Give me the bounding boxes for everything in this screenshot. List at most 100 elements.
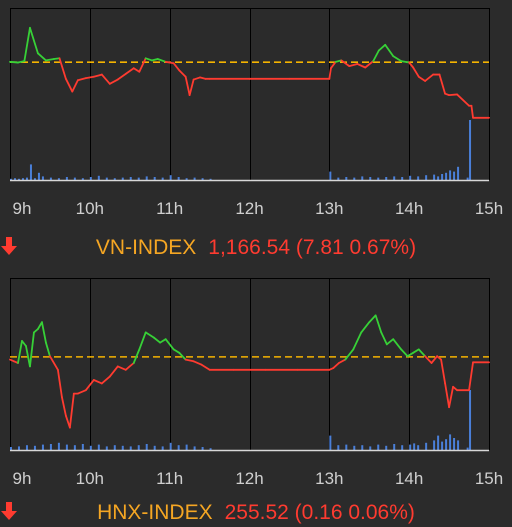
- price-segment: [408, 61, 415, 69]
- time-tick-label: 14h: [395, 469, 423, 488]
- volume-bar: [401, 445, 404, 450]
- time-tick-label: 14h: [395, 199, 423, 218]
- price-segment: [17, 60, 26, 64]
- price-segment: [400, 348, 409, 358]
- volume-bar: [353, 177, 356, 180]
- volume-bar: [129, 177, 132, 180]
- volume-bar: [137, 445, 140, 450]
- volume-bar: [377, 177, 380, 180]
- volume-bar: [177, 177, 180, 180]
- volume-bar: [453, 438, 456, 450]
- volume-bar: [353, 445, 356, 450]
- hnx-index-chart: 9h 10h 11h 12h 13h 14h 15h: [9, 278, 503, 488]
- volume-bar: [209, 448, 212, 450]
- price-segment: [430, 355, 439, 364]
- volume-bar: [425, 442, 428, 450]
- price-segment: [412, 66, 420, 78]
- price-segment: [9, 60, 19, 64]
- volume-bar: [385, 445, 388, 450]
- price-segment: [144, 57, 154, 62]
- price-segment: [417, 75, 427, 82]
- price-segment: [188, 78, 195, 97]
- volume-bar: [457, 440, 460, 450]
- volume-bar: [385, 177, 388, 180]
- price-segment: [384, 43, 395, 58]
- price-segment: [164, 60, 175, 65]
- price-segment: [116, 72, 127, 81]
- time-tick-label: 13h: [315, 469, 343, 488]
- price-segment: [41, 321, 47, 344]
- price-segment: [144, 331, 155, 339]
- volume-bar: [185, 444, 188, 450]
- price-segment: [84, 379, 95, 392]
- price-segment: [64, 77, 74, 93]
- price-segment: [424, 73, 435, 82]
- volume-bar: [81, 178, 84, 180]
- volume-bar: [345, 177, 348, 180]
- volume-bar: [393, 176, 396, 180]
- price-segment: [360, 321, 371, 334]
- price-segment: [71, 79, 79, 93]
- volume-bar: [413, 443, 416, 450]
- volume-bar: [29, 164, 32, 180]
- volume-bar: [33, 445, 36, 450]
- price-segment: [132, 348, 141, 364]
- volume-bar: [185, 178, 188, 180]
- price-segment: [200, 363, 211, 371]
- price-segment: [138, 57, 147, 73]
- price-segment: [344, 348, 355, 361]
- volume-bar: [337, 177, 340, 180]
- volume-bar: [33, 178, 36, 180]
- volume-bar: [329, 435, 332, 450]
- volume-bar: [17, 446, 20, 450]
- vn-index-chart: 9h 10h 11h 12h 13h 14h 15h: [9, 8, 503, 218]
- volume-bar: [73, 177, 76, 180]
- volume-bar: [145, 176, 148, 180]
- volume-bar: [10, 178, 12, 180]
- volume-bar: [201, 447, 204, 450]
- price-segment: [76, 389, 87, 395]
- volume-bar: [10, 447, 12, 450]
- price-segment: [58, 57, 67, 80]
- price-segment: [400, 60, 411, 64]
- price-segment: [448, 93, 458, 97]
- price-segment: [424, 355, 433, 364]
- volume-bar: [466, 177, 469, 180]
- volume-bar: [437, 435, 440, 450]
- volume-bar: [369, 446, 372, 450]
- volume-bar: [369, 177, 372, 180]
- index-change: 1,166.54 (7.81 0.67%): [208, 236, 417, 259]
- volume-bar: [425, 175, 428, 180]
- price-segment: [57, 368, 63, 398]
- volume-bar: [161, 446, 164, 450]
- volume-bar: [337, 445, 340, 450]
- price-segment: [29, 331, 35, 368]
- time-tick-label: 9h: [13, 199, 32, 218]
- volume-bar: [153, 177, 156, 180]
- time-tick-label: 12h: [235, 469, 263, 488]
- volume-bar: [193, 177, 196, 180]
- price-segment: [440, 358, 446, 385]
- price-segment: [184, 75, 191, 97]
- price-segment: [199, 76, 207, 80]
- volume-bar: [49, 444, 52, 450]
- volume-bar: [161, 177, 164, 180]
- volume-bar: [409, 175, 412, 180]
- price-segment: [172, 62, 181, 72]
- price-segment: [178, 69, 187, 78]
- volume-bar: [73, 445, 76, 450]
- price-segment: [108, 78, 119, 85]
- volume-bar: [329, 171, 332, 180]
- time-tick-label: 10h: [76, 469, 104, 488]
- volume-bar: [469, 390, 472, 450]
- price-segment: [192, 360, 203, 366]
- price-segment: [156, 58, 167, 63]
- price-segment: [17, 340, 23, 364]
- volume-bar: [169, 175, 172, 180]
- price-segment: [332, 362, 340, 369]
- price-segment: [444, 382, 450, 409]
- volume-bar: [177, 445, 180, 450]
- price-segment: [178, 351, 187, 361]
- index-name: VN-INDEX: [95, 236, 197, 259]
- price-segment: [417, 348, 427, 358]
